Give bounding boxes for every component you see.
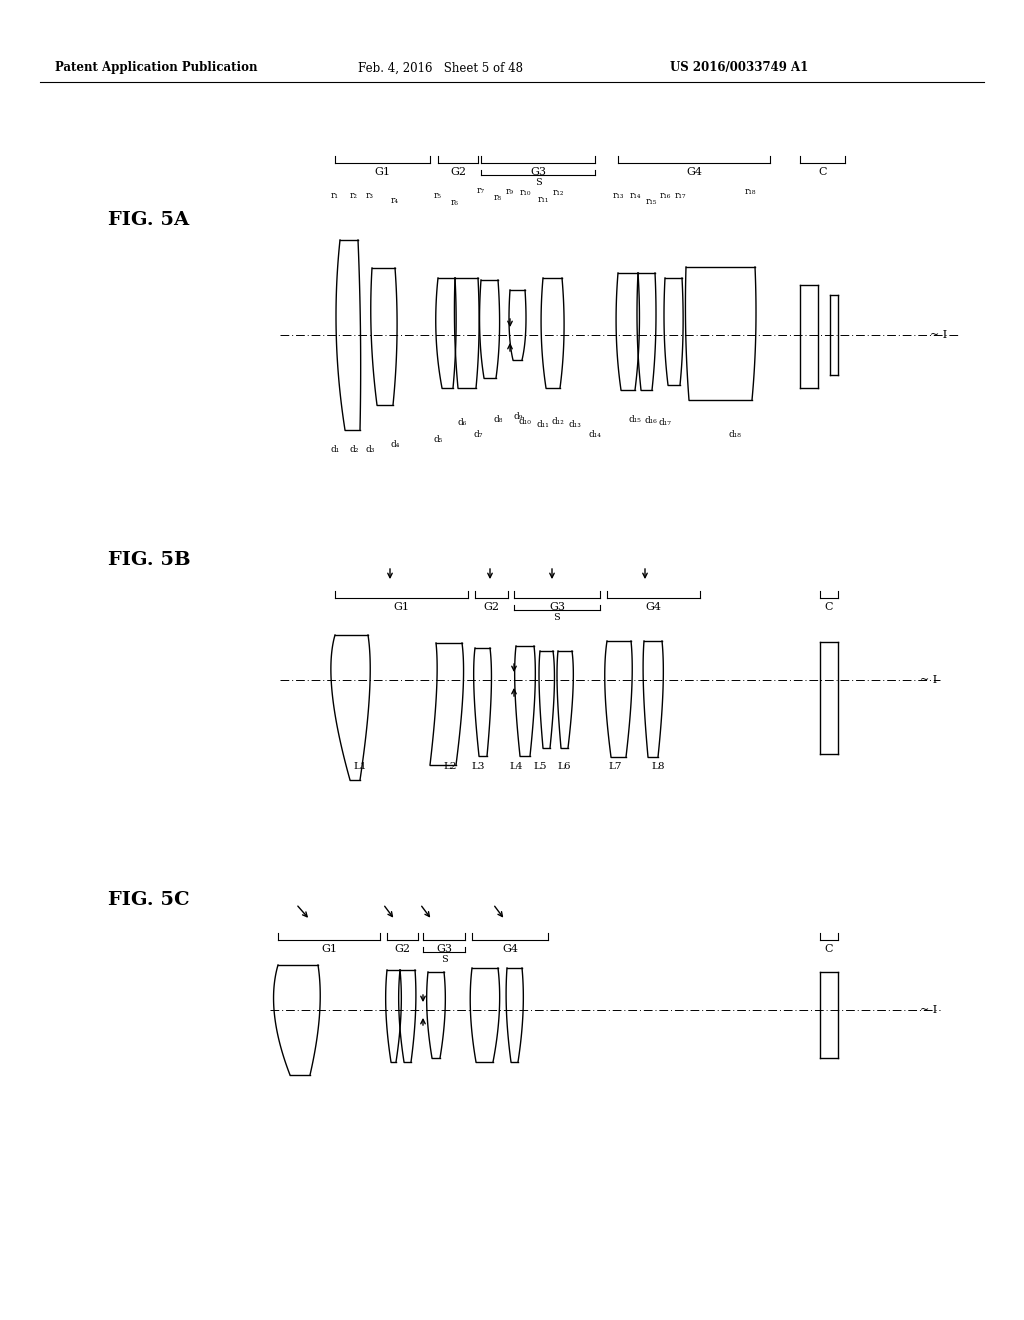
Text: d₁₁: d₁₁: [537, 420, 549, 429]
Text: r₈: r₈: [494, 193, 502, 202]
Text: d₉: d₉: [513, 412, 522, 421]
Text: L4: L4: [509, 762, 522, 771]
Text: L1: L1: [353, 762, 367, 771]
Text: r₁₆: r₁₆: [659, 191, 671, 201]
Text: d₂: d₂: [349, 445, 358, 454]
Text: d₁₈: d₁₈: [728, 430, 741, 440]
Text: r₁₃: r₁₃: [612, 191, 624, 201]
Text: ~ I: ~ I: [920, 675, 937, 685]
Text: G2: G2: [394, 944, 411, 954]
Text: d₅: d₅: [433, 436, 442, 444]
Text: G3: G3: [436, 944, 452, 954]
Text: C: C: [824, 602, 834, 612]
Text: FIG. 5C: FIG. 5C: [108, 891, 189, 909]
Text: r₁₅: r₁₅: [645, 197, 656, 206]
Text: L3: L3: [471, 762, 484, 771]
Text: L2: L2: [443, 762, 457, 771]
Text: r₁₈: r₁₈: [744, 187, 756, 195]
Text: ~ I: ~ I: [920, 1005, 937, 1015]
Text: d₈: d₈: [494, 414, 503, 424]
Text: G4: G4: [645, 602, 662, 612]
Text: FIG. 5A: FIG. 5A: [108, 211, 189, 228]
Text: S: S: [535, 178, 542, 187]
Text: r₁₂: r₁₂: [552, 187, 564, 197]
Text: r₂: r₂: [350, 191, 358, 201]
Text: r₇: r₇: [477, 186, 485, 195]
Text: S: S: [554, 612, 560, 622]
Text: d₁₇: d₁₇: [658, 418, 672, 426]
Text: G4: G4: [502, 944, 518, 954]
Text: r₁: r₁: [331, 191, 339, 201]
Text: L8: L8: [651, 762, 665, 771]
Text: d₆: d₆: [458, 418, 467, 426]
Text: G2: G2: [450, 168, 466, 177]
Text: US 2016/0033749 A1: US 2016/0033749 A1: [670, 62, 808, 74]
Text: G3: G3: [549, 602, 565, 612]
Text: r₅: r₅: [434, 191, 442, 201]
Text: Patent Application Publication: Patent Application Publication: [55, 62, 257, 74]
Text: G4: G4: [686, 168, 702, 177]
Text: r₆: r₆: [451, 198, 459, 207]
Text: r₉: r₉: [506, 187, 514, 195]
Text: d₁: d₁: [331, 445, 340, 454]
Text: G1: G1: [321, 944, 337, 954]
Text: d₁₅: d₁₅: [629, 414, 641, 424]
Text: G1: G1: [393, 602, 410, 612]
Text: L5: L5: [534, 762, 547, 771]
Text: d₁₂: d₁₂: [552, 417, 564, 426]
Text: L6: L6: [557, 762, 570, 771]
Text: Feb. 4, 2016   Sheet 5 of 48: Feb. 4, 2016 Sheet 5 of 48: [358, 62, 523, 74]
Text: d₁₃: d₁₃: [568, 420, 582, 429]
Text: FIG. 5B: FIG. 5B: [108, 550, 190, 569]
Text: d₁₀: d₁₀: [518, 417, 531, 426]
Text: G2: G2: [483, 602, 500, 612]
Text: r₁₄: r₁₄: [630, 191, 641, 201]
Text: d₁₄: d₁₄: [589, 430, 601, 440]
Text: S: S: [440, 954, 447, 964]
Text: r₁₀: r₁₀: [519, 187, 530, 197]
Text: r₄: r₄: [391, 195, 399, 205]
Text: r₁₇: r₁₇: [674, 191, 686, 201]
Text: d₄: d₄: [390, 440, 399, 449]
Text: L7: L7: [608, 762, 622, 771]
Text: C: C: [824, 944, 834, 954]
Text: d₃: d₃: [366, 445, 375, 454]
Text: r₃: r₃: [366, 191, 374, 201]
Text: ~ I: ~ I: [930, 330, 947, 341]
Text: d₇: d₇: [473, 430, 482, 440]
Text: d₁₆: d₁₆: [645, 416, 657, 425]
Text: C: C: [818, 168, 826, 177]
Text: G3: G3: [530, 168, 546, 177]
Text: r₁₁: r₁₁: [538, 195, 549, 205]
Text: G1: G1: [375, 168, 390, 177]
